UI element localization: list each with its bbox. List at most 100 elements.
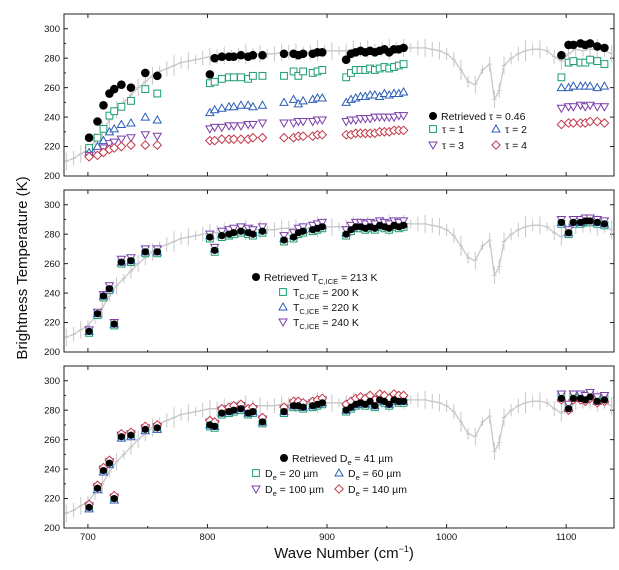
legend-marker [252,469,260,477]
y-tick-label: 280 [44,53,60,64]
retrieved-point [258,227,267,235]
retrieved-point [153,424,161,432]
legend-label-retrieved: Retrieved De = 41 µm [292,453,393,467]
legend-label: τ = 3 [442,140,464,152]
legend-label: TC,ICE = 220 K [293,302,359,316]
retrieved-point [99,292,108,300]
simulated-point [140,131,151,140]
simulated-point [592,82,603,92]
legend-marker [279,288,287,296]
simulated-point [398,87,409,96]
simulated-point [569,57,578,66]
simulated-point [289,67,298,76]
retrieved-point [93,484,102,492]
simulated-point [298,131,309,142]
retrieved-point [318,399,326,407]
legend-marker [334,484,344,494]
retrieved-point [127,431,135,439]
y-tick-label: 240 [44,112,60,123]
simulated-point [140,140,151,150]
retrieved-point [557,394,565,402]
legend-marker [429,125,437,133]
simulated-point [105,111,114,120]
legend-label: τ = 2 [505,124,527,136]
simulated-point [592,103,603,112]
simulated-point [556,390,567,399]
simulated-point [104,140,115,149]
retrieved-point [569,394,577,402]
simulated-point [216,134,227,145]
simulated-point [257,132,268,143]
x-tick-label: 1000 [436,532,457,543]
retrieved-point [93,310,102,318]
retrieved-point [318,223,326,231]
simulated-point [126,140,136,150]
retrieved-point [592,42,602,51]
retrieved-point [153,248,161,256]
retrieved-point [85,327,93,335]
simulated-point [152,115,163,124]
y-tick-label: 240 [44,288,60,299]
retrieved-point [249,408,257,416]
y-tick-label: 280 [44,229,60,240]
retrieved-point [127,257,135,265]
simulated-point [585,81,595,90]
legend-marker [251,485,261,495]
retrieved-point [317,47,327,57]
simulated-point [568,390,579,399]
plot-frame [63,189,615,353]
retrieved-point [205,70,215,79]
retrieved-point [399,43,408,53]
retrieved-point [564,405,573,413]
simulated-point [117,102,126,111]
retrieved-point [399,397,408,405]
simulated-point [568,81,579,90]
retrieved-point [600,220,609,228]
legend-label: De = 140 µm [348,484,407,498]
simulated-point [279,132,289,143]
simulated-point [599,118,610,128]
simulated-point [209,104,220,114]
x-tick-label: 1100 [556,532,576,543]
retrieved-point [569,40,578,50]
retrieved-point [117,433,125,441]
simulated-point [152,140,163,150]
simulated-point [586,55,594,64]
simulated-point [556,104,567,114]
retrieved-point [206,233,214,241]
retrieved-point [210,53,219,63]
legend-marker [278,301,288,311]
simulated-point [585,116,595,127]
simulated-point [341,118,352,127]
y-tick-label: 300 [44,200,60,211]
simulated-point [248,226,258,235]
retrieved-point [230,229,238,237]
retrieved-point [141,248,149,256]
simulated-point [224,226,234,235]
legend: Retrieved τ = 0.46τ = 1 τ = 2 τ = 3 τ = 4 [428,111,527,152]
retrieved-point [585,39,595,48]
simulated-point [599,103,610,112]
simulated-point [279,119,289,128]
simulated-point [398,112,409,121]
retrieved-point [105,285,114,293]
simulated-point [580,103,591,112]
y-tick-label: 260 [44,259,60,270]
simulated-point [592,393,603,402]
simulated-point [228,134,239,145]
simulated-point [228,224,239,234]
legend-label: De = 100 µm [265,484,324,498]
simulated-point [236,223,246,232]
simulated-point [568,118,579,128]
simulated-point [258,71,267,80]
simulated-point [593,57,602,66]
legend-marker [334,467,344,477]
legend-label: TC,ICE = 240 K [293,317,359,331]
legend-label-retrieved: Retrieved TC,ICE = 213 K [264,272,378,286]
simulated-point [153,89,162,98]
simulated-point [556,82,567,92]
retrieved-point [126,83,136,92]
simulated-point [585,389,595,398]
